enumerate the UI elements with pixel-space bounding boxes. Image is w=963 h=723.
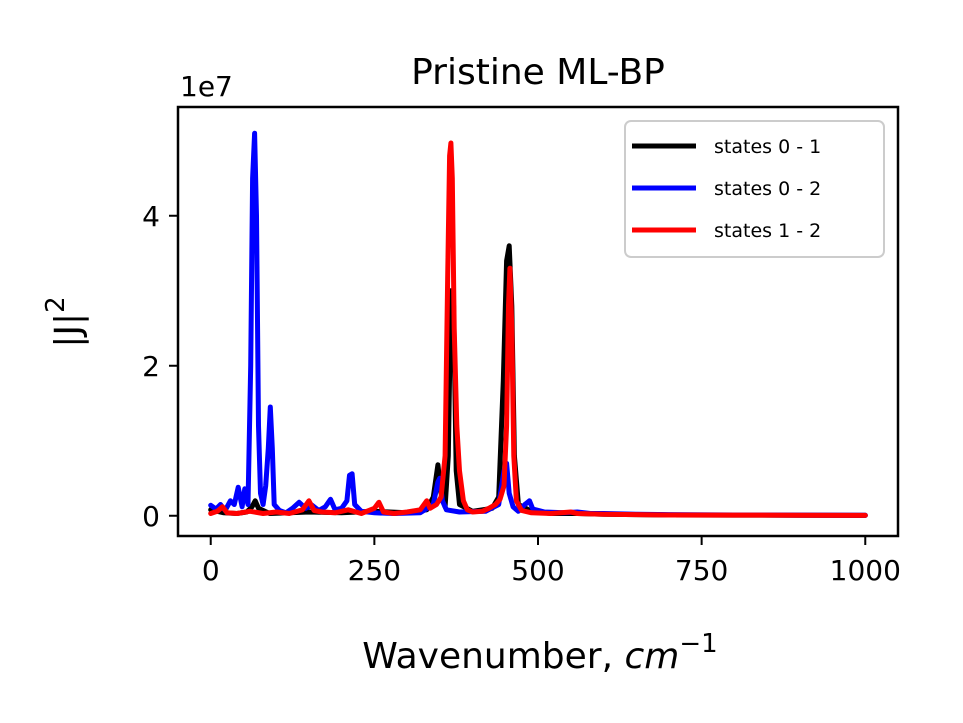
x-axis: 0 250 500 750 1000 (202, 536, 901, 587)
legend-box (624, 120, 885, 258)
x-axis-label: Wavenumber, cm−1 (362, 629, 717, 677)
x-tick-label: 500 (511, 554, 564, 587)
y-tick-label: 4 (142, 200, 160, 233)
legend: states 0 - 1 states 0 - 2 states 1 - 2 (624, 120, 885, 258)
x-axis-label-unit-exp: −1 (679, 629, 717, 659)
series-layer (208, 130, 868, 518)
y-tick-label: 2 (142, 350, 160, 383)
y-axis-label: |J|2 (41, 296, 89, 347)
x-tick-label: 250 (348, 554, 401, 587)
legend-label-2: states 0 - 2 (714, 178, 821, 200)
legend-label-1: states 0 - 1 (714, 136, 821, 158)
x-tick-label: 0 (202, 554, 220, 587)
series-line-2 (208, 130, 868, 518)
series-line-1 (208, 243, 868, 518)
x-axis-label-unit: cm (625, 636, 680, 677)
y-tick-label: 0 (142, 500, 160, 533)
x-axis-label-text: Wavenumber, (362, 636, 624, 677)
chart-title: Pristine ML-BP (411, 52, 665, 93)
y-axis-label-text: |J| (48, 313, 89, 348)
y-offset-label: 1e7 (180, 70, 233, 103)
x-tick-label: 1000 (830, 554, 901, 587)
y-axis: 0 2 4 (142, 200, 178, 533)
legend-label-3: states 1 - 2 (714, 220, 821, 242)
series-line-3 (208, 140, 868, 518)
x-tick-label: 750 (675, 554, 728, 587)
y-axis-label-exp: 2 (41, 296, 71, 313)
